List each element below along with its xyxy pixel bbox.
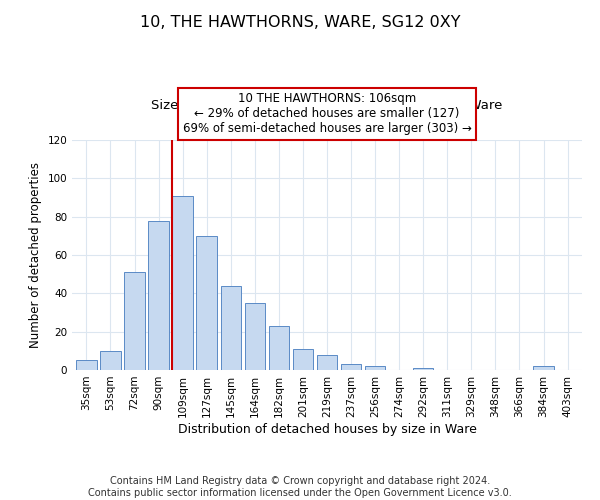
Bar (196, 236, 217, 370)
Bar (221, 286, 241, 370)
Y-axis label: Number of detached properties: Number of detached properties (29, 162, 42, 348)
Bar (341, 364, 361, 370)
Bar (172, 196, 193, 370)
X-axis label: Distribution of detached houses by size in Ware: Distribution of detached houses by size … (178, 422, 476, 436)
Bar (413, 368, 433, 370)
Bar (269, 326, 289, 370)
Bar (148, 220, 169, 370)
Bar (124, 272, 145, 370)
Text: Contains HM Land Registry data © Crown copyright and database right 2024.
Contai: Contains HM Land Registry data © Crown c… (88, 476, 512, 498)
Bar (317, 354, 337, 370)
Bar (76, 360, 97, 370)
Title: Size of property relative to detached houses in Ware: Size of property relative to detached ho… (151, 100, 503, 112)
Bar (533, 366, 554, 370)
Text: 10, THE HAWTHORNS, WARE, SG12 0XY: 10, THE HAWTHORNS, WARE, SG12 0XY (140, 15, 460, 30)
Text: 10 THE HAWTHORNS: 106sqm
← 29% of detached houses are smaller (127)
69% of semi-: 10 THE HAWTHORNS: 106sqm ← 29% of detach… (182, 92, 472, 136)
Bar (100, 351, 121, 370)
Bar (293, 349, 313, 370)
Bar (245, 303, 265, 370)
Bar (365, 366, 385, 370)
